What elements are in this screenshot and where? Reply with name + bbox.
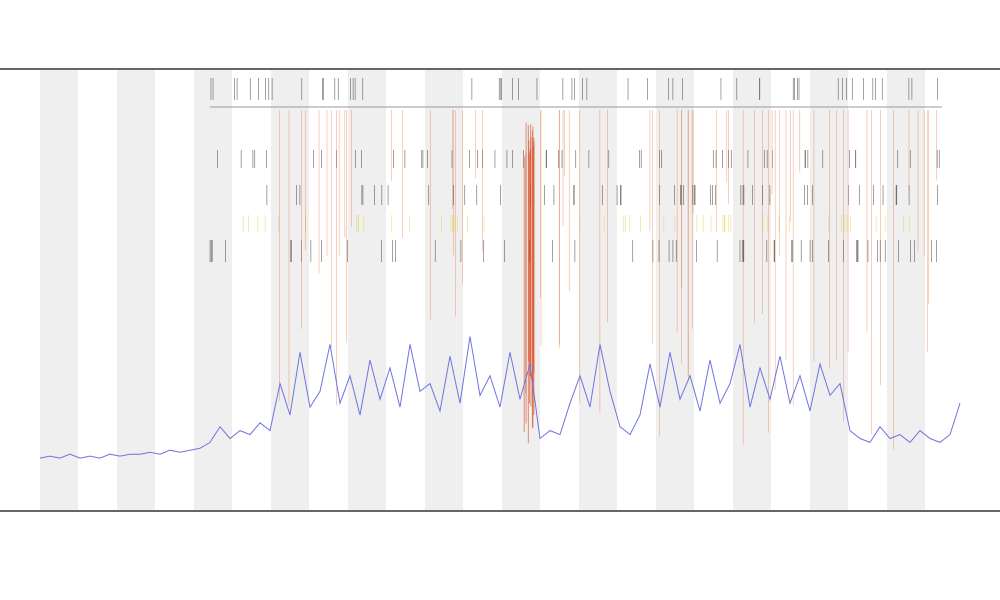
background-bands <box>40 70 925 510</box>
signal-line <box>39 336 961 459</box>
band <box>40 70 78 510</box>
band <box>271 70 309 510</box>
band <box>733 70 771 510</box>
band <box>579 70 617 510</box>
band <box>117 70 155 510</box>
band <box>810 70 848 510</box>
band <box>656 70 694 510</box>
band <box>887 70 925 510</box>
plot <box>39 336 961 459</box>
band <box>348 70 386 510</box>
band <box>194 70 232 510</box>
annotation-tracks <box>209 78 940 450</box>
band <box>425 70 463 510</box>
